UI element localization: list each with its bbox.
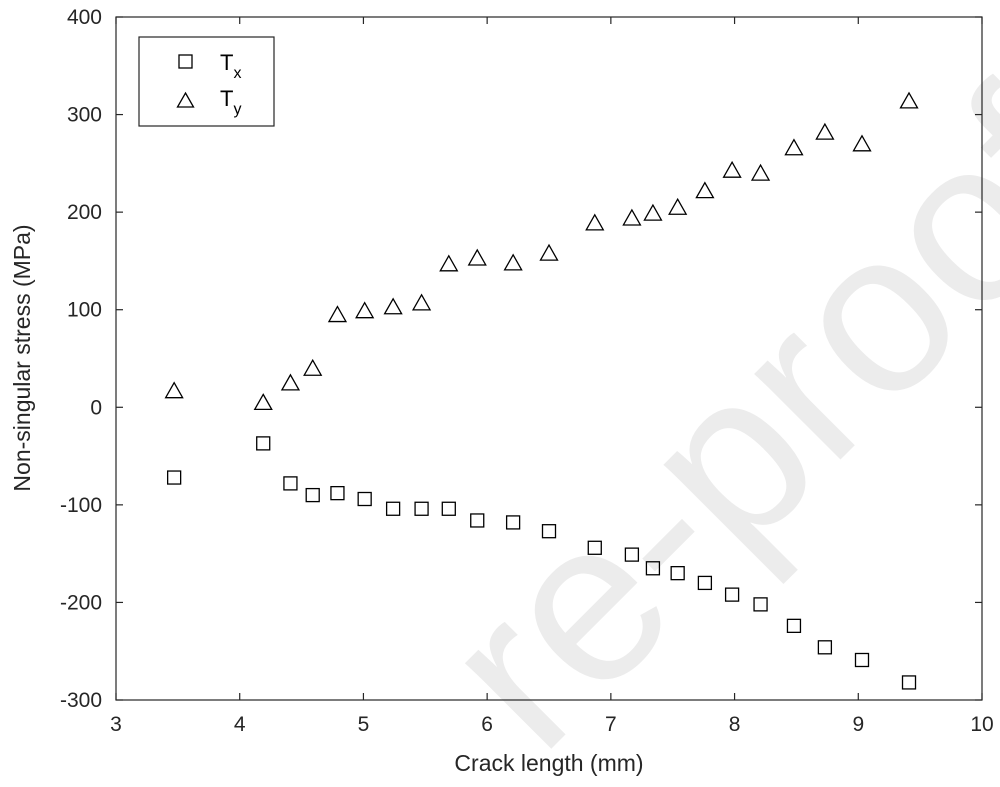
data-point-ty [643,203,663,221]
data-point-tx [624,547,640,562]
x-tick-label: 3 [110,713,122,736]
data-point-tx [305,487,320,503]
data-point-ty [164,381,184,399]
data-point-ty [439,254,459,272]
data-point-tx [697,575,713,591]
data-point-tx [901,675,917,690]
x-tick-label: 8 [729,713,741,736]
data-point-tx [330,485,345,501]
data-point-tx [283,476,298,491]
legend-label-ty: Ty [220,86,241,118]
y-tick-label: 300 [67,104,102,127]
data-point-ty [411,293,432,311]
x-axis-label: Crack length (mm) [454,750,643,776]
y-tick-label: 100 [67,299,102,322]
series-t-x [166,436,917,690]
data-point-ty [750,163,771,181]
data-point-ty [253,393,273,411]
data-point-tx [256,436,271,451]
data-point-tx [441,501,456,516]
data-point-tx [385,501,401,516]
data-point-ty [695,181,715,199]
data-point-ty [355,301,375,319]
legend: Tx Ty [138,36,275,127]
data-point-tx [645,561,661,576]
y-tick-label: 400 [67,6,102,29]
data-point-tx [470,513,485,528]
y-tick-label: -200 [60,591,102,614]
legend-marker-ty-icon [176,91,195,108]
data-point-ty [815,122,835,140]
x-tick-label: 5 [358,713,370,736]
data-point-tx [541,524,557,539]
data-point-ty [327,305,348,323]
x-tick-label: 9 [852,713,864,736]
data-point-tx [817,640,833,655]
data-point-tx [587,540,602,555]
y-axis-label: Non-singular stress (MPa) [9,224,35,491]
data-point-ty [303,358,323,376]
series-t-y [164,91,919,411]
data-point-ty [722,160,742,178]
data-point-ty [280,373,301,391]
data-point-ty [852,134,872,152]
data-point-tx [724,587,740,602]
data-series [164,91,919,690]
data-point-ty [784,138,804,156]
legend-box [138,36,275,127]
y-tick-label: 200 [67,201,102,224]
data-point-ty [622,208,642,226]
data-point-ty [539,243,559,261]
x-tick-label: 7 [605,713,617,736]
legend-marker-tx-icon [178,54,193,69]
y-tick-label: -100 [60,494,102,517]
data-point-tx [786,618,802,633]
data-point-tx [753,597,768,612]
data-point-ty [467,248,487,266]
y-axis: -300 -200 -100 0 100 200 300 400 [60,6,982,712]
x-tick-label: 4 [234,713,246,736]
x-tick-label: 6 [481,713,493,736]
data-point-ty [899,91,919,109]
data-point-ty [668,197,688,215]
data-point-tx [505,515,521,530]
data-point-tx [166,470,182,485]
data-point-tx [854,652,870,668]
data-point-tx [414,501,429,516]
x-axis: 3 4 5 6 7 8 9 10 [110,17,994,736]
data-point-ty [383,297,403,315]
legend-label-tx: Tx [220,50,241,82]
data-point-tx [670,566,685,581]
data-point-ty [585,213,605,231]
data-point-ty [503,253,523,271]
data-point-tx [357,491,372,507]
y-tick-label: 0 [90,396,102,419]
plot-area-frame [115,16,983,701]
x-tick-label: 10 [970,713,993,736]
y-tick-label: -300 [60,689,102,712]
